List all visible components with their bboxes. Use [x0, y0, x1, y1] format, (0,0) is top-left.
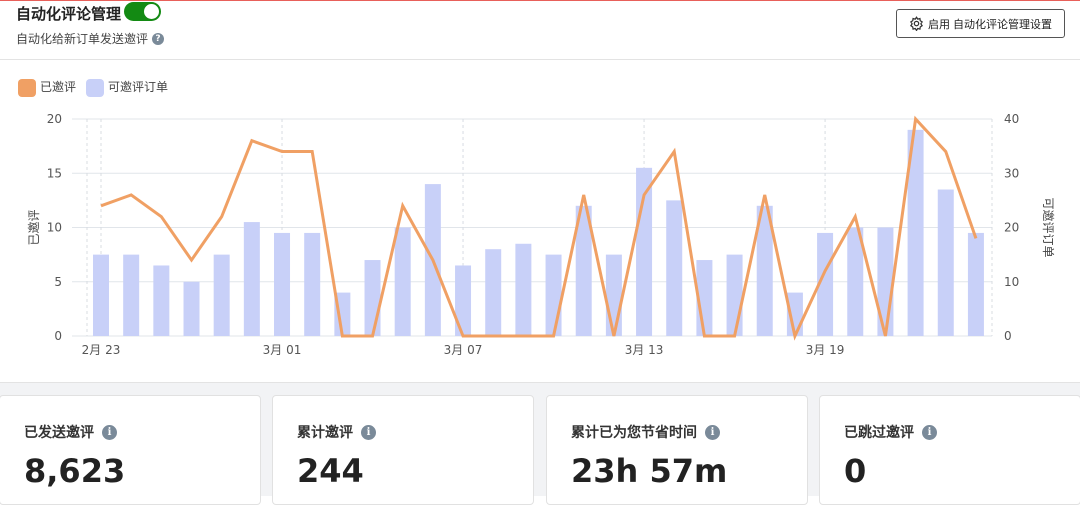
y-left-axis-label: 已邀评 — [26, 209, 41, 245]
y-left-tick-label: 5 — [54, 275, 62, 289]
bar — [395, 228, 411, 337]
settings-button-label: 启用 自动化评论管理设置 — [928, 16, 1052, 32]
stat-card-skipped: 已跳过邀评 i 0 — [819, 395, 1080, 505]
x-tick-label: 3月 13 — [625, 343, 664, 357]
bar — [485, 249, 501, 336]
y-right-tick-label: 40 — [1004, 112, 1019, 126]
y-right-tick-label: 20 — [1004, 221, 1019, 235]
chart-legend: 已邀评 可邀评订单 — [18, 78, 168, 97]
stat-card-time-saved: 累计已为您节省时间 i 23h 57m — [546, 395, 808, 505]
top-accent-line — [0, 0, 1080, 1]
page-title: 自动化评论管理 — [16, 3, 121, 24]
subtitle-row: 自动化给新订单发送邀评? — [16, 30, 164, 47]
combo-chart: 0 5 10 15 20 0 10 20 30 40 2月 23 3月 01 3月 07 3月 13 3月 … — [0, 100, 1080, 370]
info-icon[interactable]: i — [361, 425, 376, 440]
y-right-tick-label: 0 — [1004, 329, 1012, 343]
stat-card-sent: 已发送邀评 i 8,623 — [0, 395, 261, 505]
bar — [727, 255, 743, 336]
bar — [184, 282, 200, 336]
bar — [938, 190, 954, 336]
y-right-axis-label: 可邀评订单 — [1041, 197, 1056, 257]
legend-item-eligible[interactable]: 可邀评订单 — [86, 78, 168, 97]
bar — [666, 200, 682, 336]
bar — [93, 255, 109, 336]
legend-label: 已邀评 — [40, 80, 76, 94]
bar — [123, 255, 139, 336]
legend-swatch — [86, 79, 104, 97]
stat-label: 已跳过邀评 — [844, 422, 914, 442]
y-left-tick-label: 15 — [47, 166, 62, 180]
x-tick-label: 3月 19 — [806, 343, 845, 357]
help-icon[interactable]: ? — [152, 33, 164, 45]
stat-value: 23h 57m — [571, 452, 807, 490]
stat-label: 累计已为您节省时间 — [571, 422, 697, 442]
stat-card-total: 累计邀评 i 244 — [272, 395, 534, 505]
bar — [274, 233, 290, 336]
y-right-tick-label: 30 — [1004, 166, 1019, 180]
subtitle: 自动化给新订单发送邀评 — [16, 30, 148, 47]
stat-value: 244 — [297, 452, 533, 490]
x-tick-label: 2月 23 — [82, 343, 121, 357]
bar — [244, 222, 260, 336]
y-left-tick-label: 10 — [47, 221, 62, 235]
y-left-tick-label: 20 — [47, 112, 62, 126]
header-divider — [0, 59, 1080, 60]
legend-label: 可邀评订单 — [108, 80, 168, 94]
stat-value: 0 — [844, 452, 1080, 490]
stat-label: 累计邀评 — [297, 422, 353, 442]
info-icon[interactable]: i — [922, 425, 937, 440]
legend-swatch — [18, 79, 36, 97]
bar — [546, 255, 562, 336]
info-icon[interactable]: i — [705, 425, 720, 440]
stat-value: 8,623 — [24, 452, 260, 490]
bar — [606, 255, 622, 336]
y-left-tick-label: 0 — [54, 329, 62, 343]
bar — [153, 265, 169, 336]
y-right-tick-label: 10 — [1004, 275, 1019, 289]
automation-toggle[interactable] — [124, 2, 161, 21]
toggle-knob — [144, 4, 159, 19]
bar — [968, 233, 984, 336]
legend-item-invited[interactable]: 已邀评 — [18, 78, 76, 97]
bar — [304, 233, 320, 336]
settings-button[interactable]: 启用 自动化评论管理设置 — [896, 9, 1065, 38]
info-icon[interactable]: i — [102, 425, 117, 440]
bar — [214, 255, 230, 336]
x-tick-label: 3月 07 — [444, 343, 483, 357]
x-tick-label: 3月 01 — [263, 343, 302, 357]
stat-label: 已发送邀评 — [24, 422, 94, 442]
bar — [515, 244, 531, 336]
gear-icon — [909, 16, 924, 31]
bar — [365, 260, 381, 336]
